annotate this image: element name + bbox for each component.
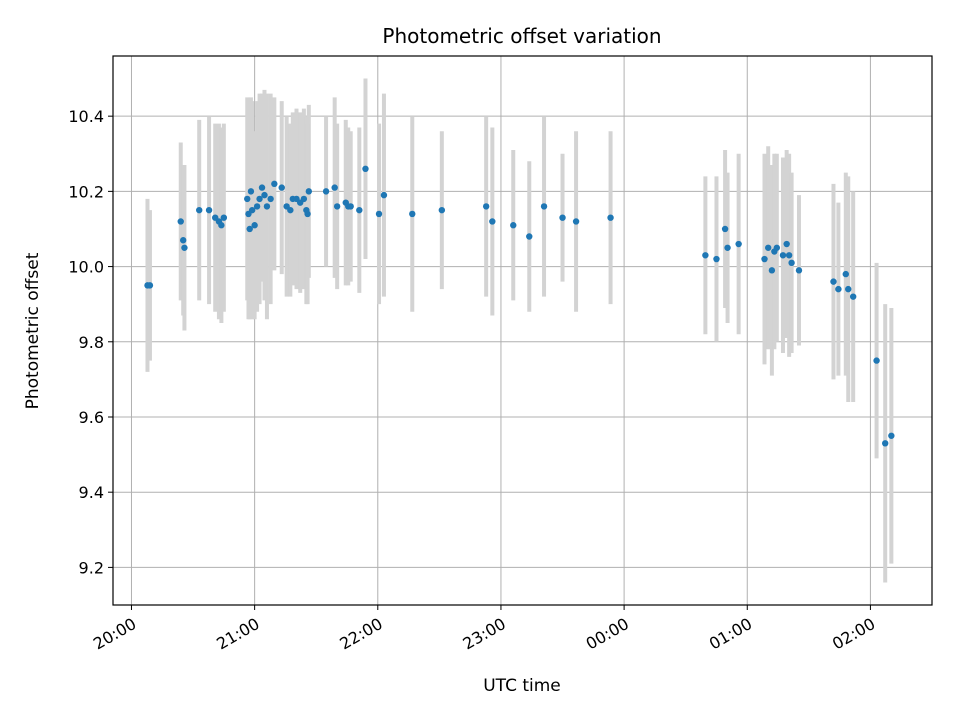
data-point [785, 252, 793, 259]
data-points [144, 165, 895, 447]
data-point [888, 432, 895, 439]
data-point [761, 255, 768, 263]
data-point [849, 293, 857, 300]
data-point [300, 195, 308, 203]
data-point [333, 203, 341, 210]
data-point [177, 218, 184, 225]
data-point [768, 267, 776, 274]
data-point [267, 195, 274, 203]
data-point [380, 191, 388, 199]
x-axis-label: UTC time [483, 676, 561, 696]
y-tick-label: 9.6 [79, 408, 104, 427]
chart-title: Photometric offset variation [382, 24, 661, 48]
data-point [409, 210, 416, 218]
data-point [287, 206, 294, 214]
data-point [510, 222, 517, 229]
data-point [882, 440, 889, 447]
data-point [835, 285, 842, 293]
data-point [773, 244, 781, 251]
data-point [830, 278, 837, 285]
data-point [526, 233, 533, 240]
data-point [305, 188, 313, 195]
data-point [261, 191, 268, 199]
y-tick-label: 9.2 [79, 558, 104, 577]
data-point [735, 240, 742, 248]
data-point [263, 203, 271, 210]
data-point [218, 222, 225, 229]
data-point [220, 214, 228, 221]
data-point [783, 240, 790, 248]
data-point [244, 195, 251, 203]
y-tick-label: 9.8 [79, 333, 104, 352]
data-point [765, 244, 772, 251]
data-point [271, 180, 278, 188]
data-point [196, 206, 203, 214]
data-point [256, 195, 263, 203]
data-point [438, 206, 446, 214]
data-point [721, 225, 729, 233]
data-point [489, 218, 496, 225]
data-point [246, 225, 253, 233]
y-tick-label: 10.2 [68, 182, 104, 201]
data-point [795, 267, 803, 274]
data-point [258, 184, 266, 191]
plot-frame [112, 55, 933, 606]
y-axis-ticks: 9.2 9.4 9.6 9.8 10.0 10.2 10.4 [68, 107, 113, 577]
data-point [347, 203, 354, 210]
data-point [845, 285, 852, 293]
data-point [788, 259, 795, 267]
data-point [247, 188, 255, 195]
data-point [702, 252, 709, 259]
data-point [482, 203, 490, 210]
data-point [572, 218, 580, 225]
data-point [375, 210, 383, 218]
data-point [607, 214, 614, 221]
data-point [331, 184, 338, 191]
data-point [842, 270, 849, 278]
data-point [873, 357, 880, 364]
y-tick-label: 10.4 [68, 107, 104, 126]
data-point [248, 206, 256, 214]
data-point [362, 165, 369, 173]
data-point [713, 255, 720, 263]
data-point [322, 188, 330, 195]
data-point [180, 237, 187, 244]
data-point [181, 244, 188, 251]
data-point [205, 206, 213, 214]
data-point [304, 210, 311, 218]
y-tick-label: 10.0 [68, 258, 104, 277]
y-tick-label: 9.4 [79, 483, 104, 502]
data-point [356, 206, 363, 214]
data-point [779, 252, 787, 259]
y-axis-label: Photometric offset [23, 252, 43, 409]
data-point [251, 222, 258, 229]
data-point [146, 282, 154, 289]
data-point [278, 184, 285, 191]
data-point [540, 203, 548, 210]
data-point [724, 244, 731, 251]
data-point [253, 203, 261, 210]
data-point [559, 214, 566, 221]
